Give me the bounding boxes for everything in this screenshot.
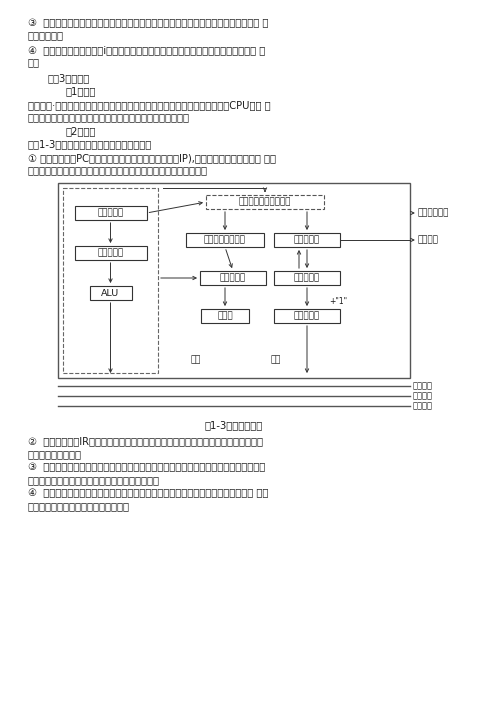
Text: 启停控制线: 启停控制线 (220, 274, 246, 283)
Text: ②  指令寄存器（IR）：用以存放现行指令，以便在整个指令执行过程中，实现一条指: ② 指令寄存器（IR）：用以存放现行指令，以便在整个指令执行过程中，实现一条指 (28, 436, 263, 447)
Text: 转移: 转移 (191, 356, 201, 365)
Text: 和最终结果。: 和最终结果。 (28, 30, 64, 40)
Text: 行的指令地址；在大多数机器中则存放要执行的下一条指令的地址。: 行的指令地址；在大多数机器中则存放要执行的下一条指令的地址。 (28, 165, 208, 175)
Text: ALU: ALU (102, 288, 119, 298)
Text: 操作控制信号形成部件: 操作控制信号形成部件 (239, 197, 291, 206)
Text: +"1": +"1" (329, 296, 347, 305)
Text: 图1-3控制器组成图: 图1-3控制器组成图 (205, 420, 263, 430)
Text: 控制器丁·作的实质就是解释、执行指令，为了使计算机能够正确执行指令，CPU必须 能: 控制器丁·作的实质就是解释、执行指令，为了使计算机能够正确执行指令，CPU必须 … (28, 100, 270, 110)
Text: （1）功能: （1）功能 (65, 86, 96, 96)
Text: 指令译码器: 指令译码器 (294, 235, 320, 245)
Text: 状态寄存器: 状态寄存器 (98, 209, 124, 218)
Text: 如图1-3所示，控制器主要由下列部分组成：: 如图1-3所示，控制器主要由下列部分组成： (28, 139, 152, 149)
Text: 够按正确的时序产生操作控制信号，这是控制器的主要任务。: 够按正确的时序产生操作控制信号，这是控制器的主要任务。 (28, 112, 190, 122)
Text: ④  脉冲源及启停控制线路：脉冲源产生一定频率的脉冲信号作为报个机器的时钟脉 冲，: ④ 脉冲源及启停控制线路：脉冲源产生一定频率的脉冲信号作为报个机器的时钟脉 冲， (28, 489, 268, 498)
Text: 生相应的控制信号提供给操作控制信号形成部件。: 生相应的控制信号提供给操作控制信号形成部件。 (28, 475, 160, 485)
Bar (74, 246, 146, 260)
Text: 控制总线: 控制总线 (413, 402, 433, 411)
Text: 通用寄存器: 通用寄存器 (98, 248, 124, 257)
Text: 脉冲源: 脉冲源 (217, 312, 233, 320)
Text: ③  累加器：累加器除了存放参加运算的操作数外，在连续运算中，还用于存放中间结 果: ③ 累加器：累加器除了存放参加运算的操作数外，在连续运算中，还用于存放中间结 果 (28, 18, 268, 28)
Bar (90, 286, 132, 300)
Bar (274, 271, 340, 285)
Bar (201, 309, 249, 323)
Bar (274, 309, 340, 323)
Bar (58, 183, 410, 378)
Bar (63, 188, 158, 373)
Text: 指令寄存器: 指令寄存器 (294, 274, 320, 283)
Text: 数据总线: 数据总线 (413, 392, 433, 400)
Bar (274, 233, 340, 247)
Text: 令的全部功能控制。: 令的全部功能控制。 (28, 449, 82, 459)
Text: 地址总线: 地址总线 (413, 382, 433, 390)
Text: 中断机构: 中断机构 (418, 235, 439, 245)
Text: （2）组成: （2）组成 (65, 126, 96, 136)
Text: 是周期、节拍和工作脉冲的基准信号。: 是周期、节拍和工作脉冲的基准信号。 (28, 501, 130, 511)
Bar (200, 271, 266, 285)
Text: 总线控制逻辑: 总线控制逻辑 (418, 209, 450, 218)
Text: 时序信号产生部件: 时序信号产生部件 (204, 235, 246, 245)
Text: ③  指令译码器：又称操作码译码器，它对指令寄存器中的操作码部分进行分析解释，产: ③ 指令译码器：又称操作码译码器，它对指令寄存器中的操作码部分进行分析解释，产 (28, 462, 265, 472)
Text: ① 程序计数器（PC）：又称指令计数器或指令指针（IP),在某些机器中用来存放正 在执: ① 程序计数器（PC）：又称指令计数器或指令指针（IP),在某些机器中用来存放正… (28, 153, 276, 163)
Text: 程序计数器: 程序计数器 (294, 312, 320, 320)
Text: 地址: 地址 (271, 356, 281, 365)
Bar (206, 195, 324, 209)
Text: ④  存储器：寄存器的数据i般是从存储器中取得，累加器的最麻结果也应存放到存储 器: ④ 存储器：寄存器的数据i般是从存储器中取得，累加器的最麻结果也应存放到存储 器 (28, 45, 265, 55)
Text: 考点3：控制器: 考点3：控制器 (48, 73, 90, 83)
Bar (74, 206, 146, 220)
Text: 中。: 中。 (28, 57, 40, 67)
Bar (186, 233, 264, 247)
